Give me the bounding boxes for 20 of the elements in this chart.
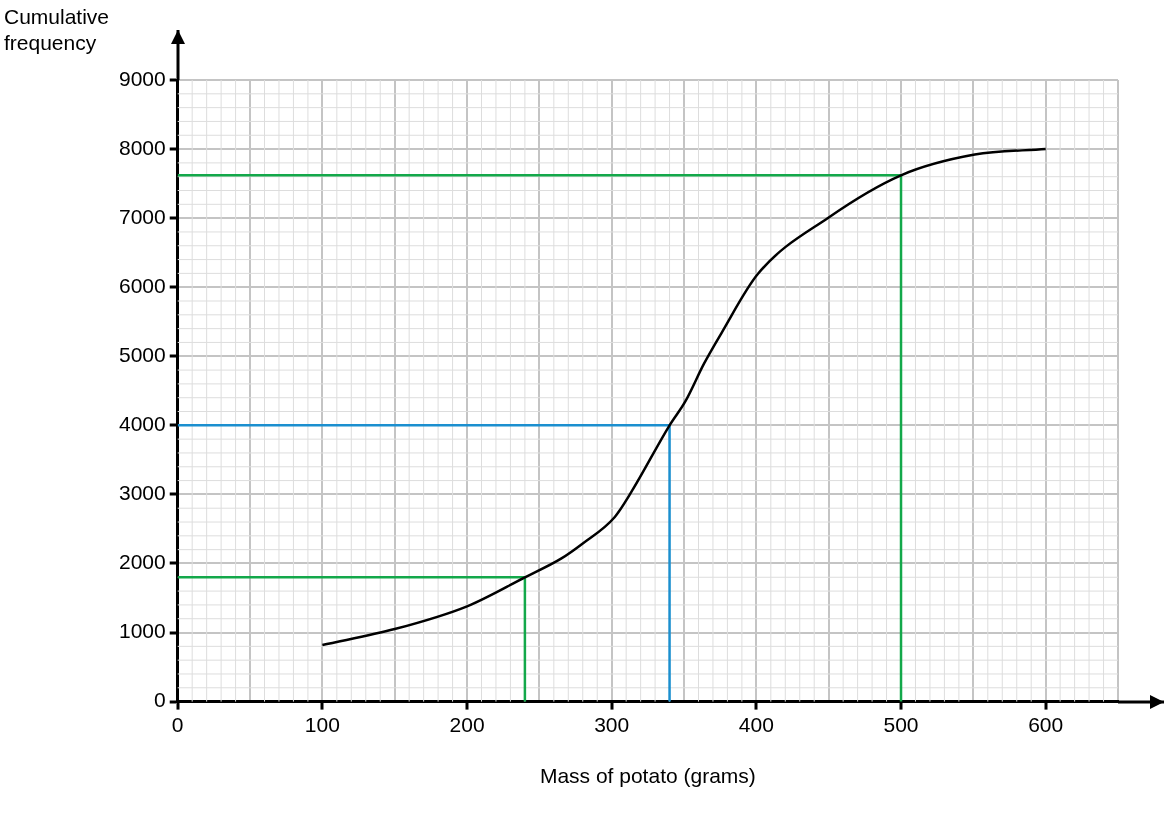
y-tick-label: 7000	[119, 204, 166, 228]
y-tick-label: 3000	[119, 481, 166, 505]
y-tick-label: 8000	[119, 135, 166, 159]
line-series	[321, 147, 1047, 647]
x-tick-label: 500	[883, 713, 919, 736]
x-axis-title: Mass of potato (grams)	[539, 764, 756, 788]
x-tick-label: 100	[304, 713, 340, 736]
x-tick-label: 0	[171, 713, 184, 736]
x-tick-label: 600	[1028, 713, 1064, 736]
y-tick-label: 4000	[119, 412, 166, 436]
x-tick-label: 300	[594, 713, 630, 736]
y-axis-title: Cumulative frequency	[4, 4, 110, 56]
y-tick-label: 5000	[119, 343, 166, 367]
x-tick-label: 400	[738, 713, 774, 736]
y-tick-label: 0	[154, 688, 166, 712]
y-tick-label: 2000	[119, 550, 166, 574]
y-tick-label: 6000	[119, 274, 166, 297]
y-tick-label: 1000	[119, 619, 166, 643]
y-tick-label: 9000	[119, 66, 166, 90]
x-tick-label: 200	[449, 713, 485, 736]
